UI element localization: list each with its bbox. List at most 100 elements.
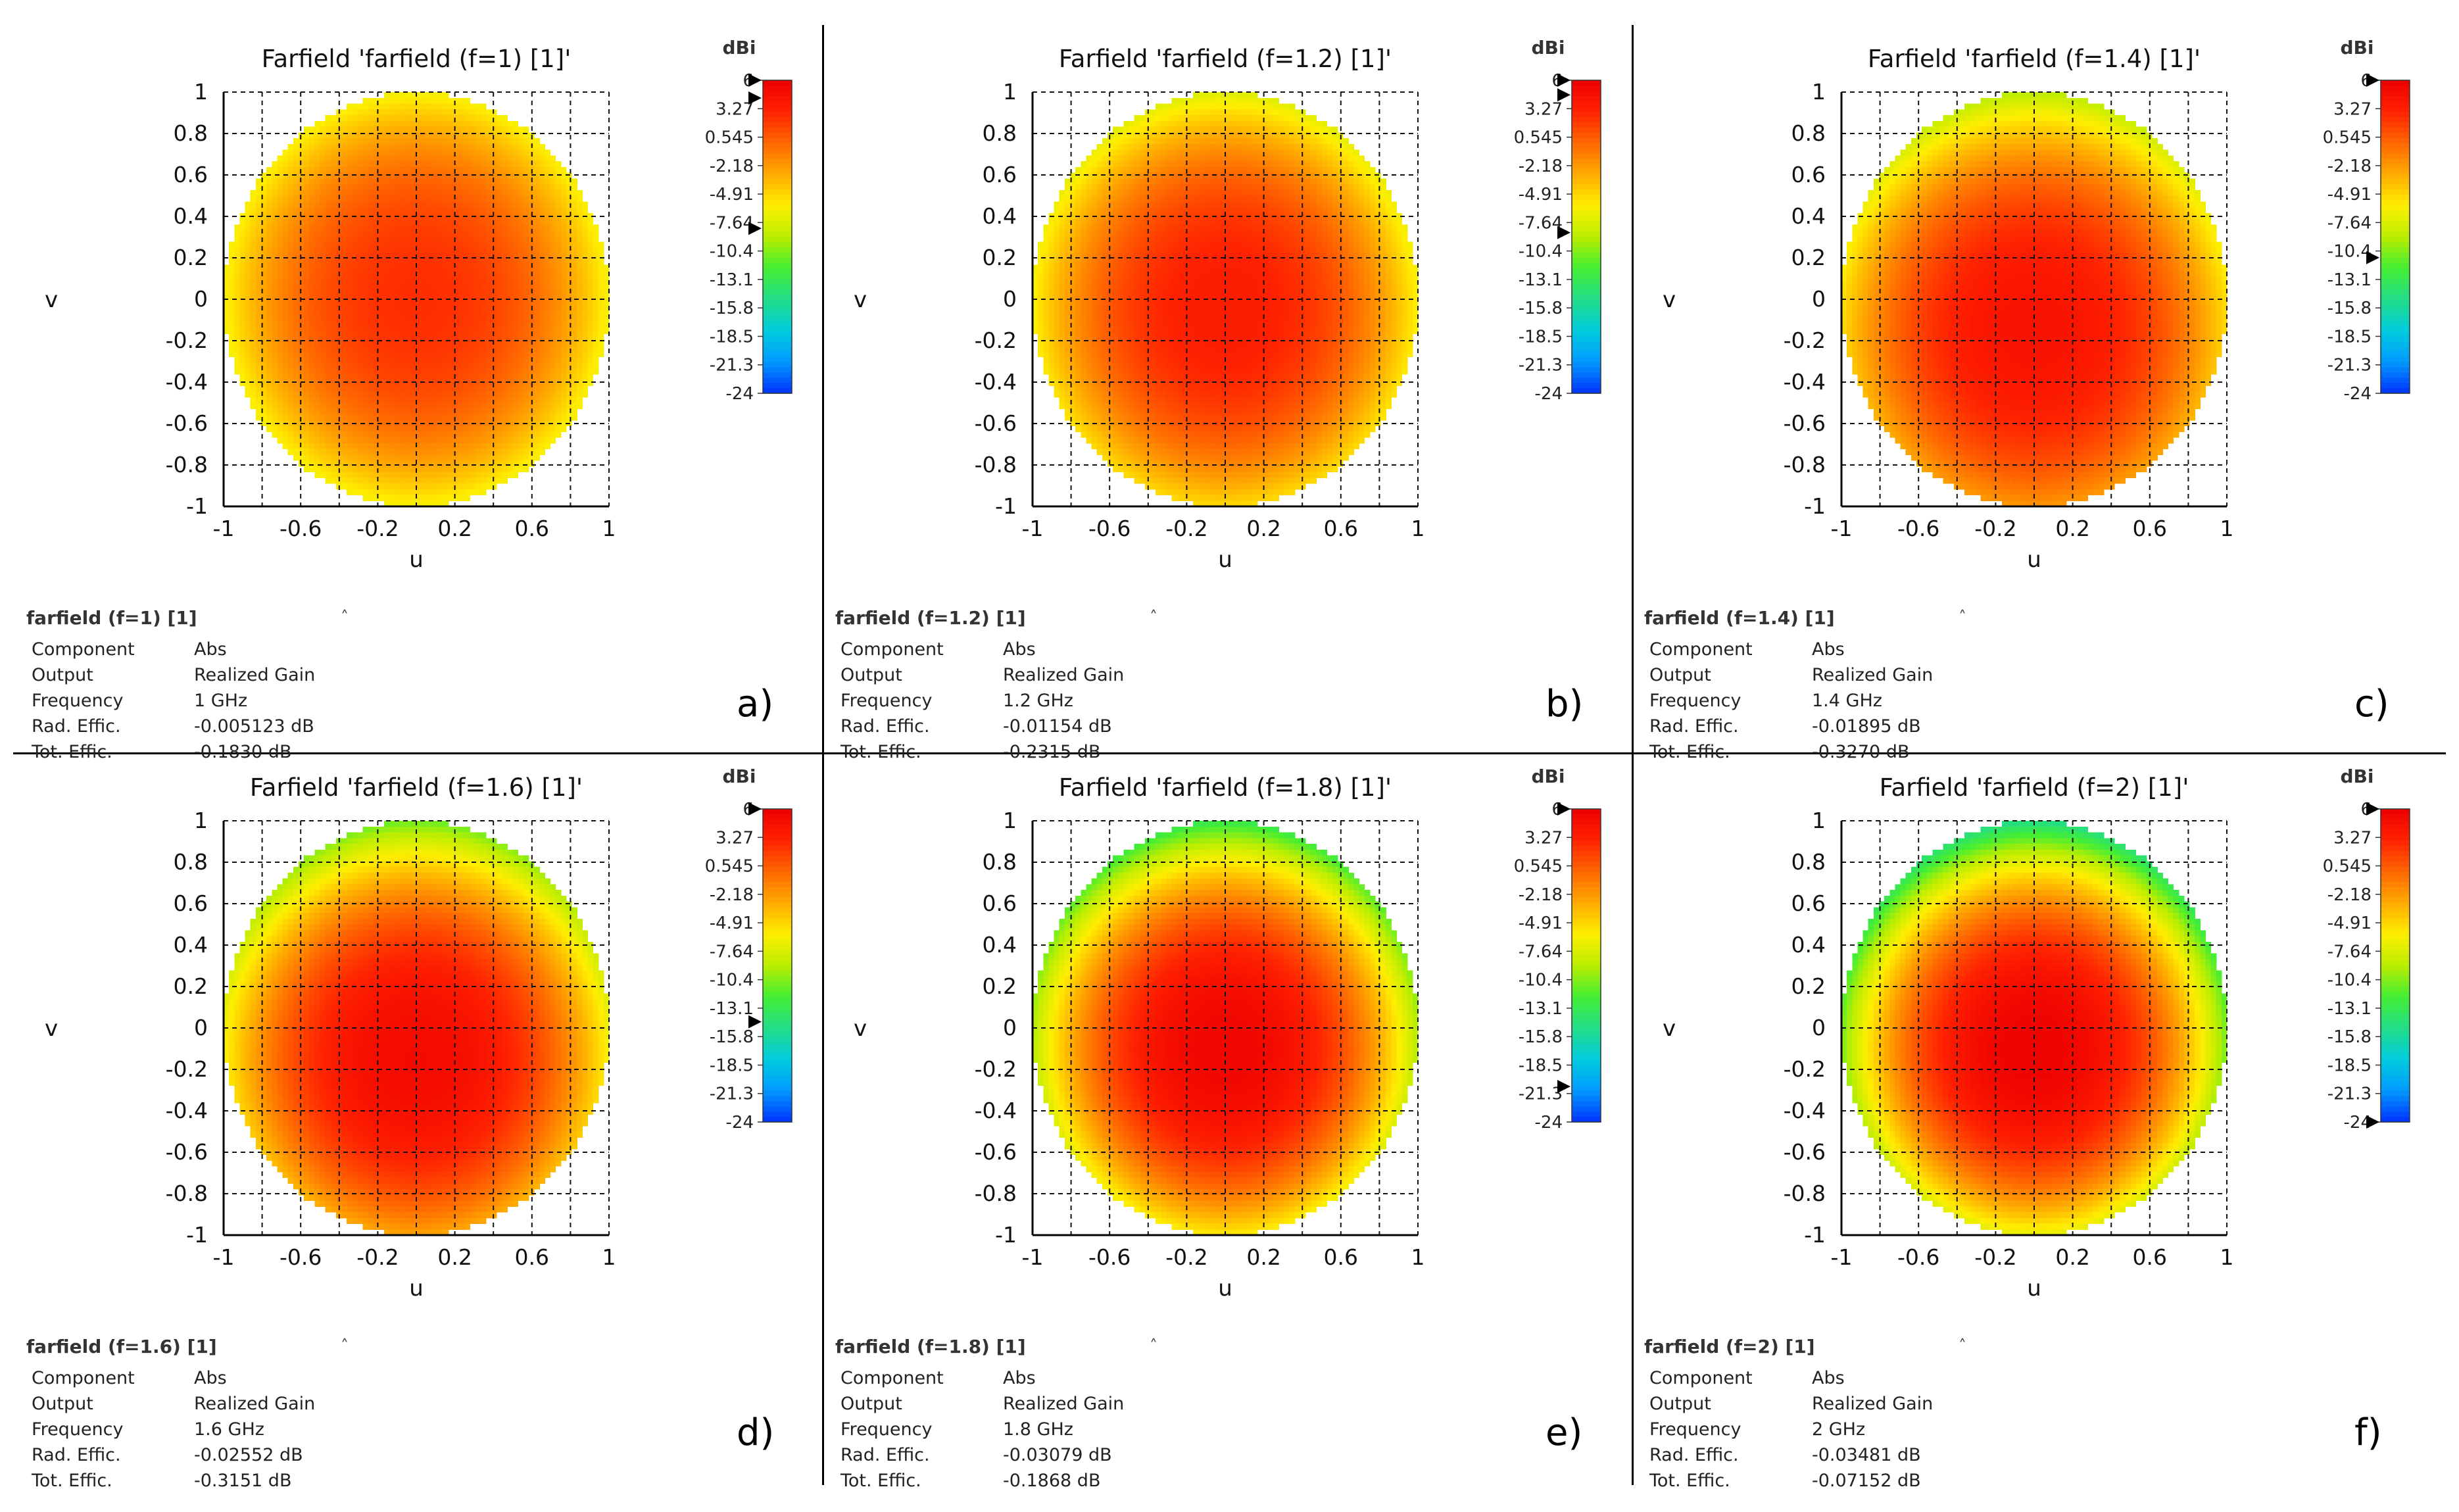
- pattern-cell: [485, 426, 492, 432]
- pattern-cell: [1118, 184, 1124, 191]
- pattern-cell: [341, 109, 347, 116]
- pattern-cell: [416, 103, 422, 110]
- pattern-cell: [1096, 161, 1103, 168]
- pattern-cell: [475, 253, 481, 260]
- pattern-cell: [443, 356, 449, 363]
- pattern-cell: [379, 178, 385, 185]
- pattern-cell: [379, 264, 385, 271]
- pattern-cell: [539, 178, 545, 185]
- pattern-cell: [485, 339, 492, 346]
- pattern-cell: [245, 207, 251, 214]
- pattern-cell: [475, 466, 481, 473]
- pattern-cell: [304, 397, 310, 404]
- pattern-cell: [1353, 161, 1360, 168]
- pattern-cell: [1300, 155, 1306, 162]
- pattern-cell: [320, 351, 326, 358]
- pattern-cell: [298, 270, 304, 277]
- pattern-cell: [572, 230, 577, 237]
- pattern-cell: [422, 115, 427, 122]
- pattern-cell: [518, 437, 524, 444]
- pattern-cell: [470, 287, 476, 294]
- pattern-cell: [1369, 178, 1376, 185]
- y-tick-label: -0.4: [166, 369, 208, 395]
- pattern-cell: [362, 218, 369, 225]
- pattern-cell: [1246, 184, 1253, 191]
- pattern-cell: [470, 449, 476, 455]
- pattern-cell: [1284, 149, 1290, 156]
- pattern-cell: [427, 426, 433, 432]
- pattern-cell: [502, 374, 508, 381]
- pattern-cell: [330, 391, 337, 398]
- pattern-cell: [545, 281, 551, 289]
- pattern-cell: [550, 201, 556, 208]
- pattern-cell: [362, 258, 369, 266]
- pattern-cell: [1123, 143, 1130, 151]
- pattern-cell: [309, 322, 315, 329]
- pattern-cell: [475, 184, 481, 191]
- pattern-cell: [1150, 189, 1156, 197]
- pattern-cell: [416, 120, 422, 128]
- pattern-cell: [432, 460, 439, 467]
- pattern-cell: [362, 420, 369, 427]
- pattern-cell: [389, 201, 396, 208]
- pattern-cell: [373, 235, 379, 243]
- pattern-cell: [1150, 120, 1156, 128]
- pattern-cell: [480, 264, 487, 271]
- pattern-cell: [491, 345, 497, 352]
- pattern-cell: [512, 362, 519, 369]
- pattern-cell: [405, 120, 412, 128]
- pattern-cell: [459, 426, 465, 432]
- pattern-cell: [464, 103, 470, 110]
- pattern-cell: [298, 322, 304, 329]
- pattern-cell: [352, 443, 358, 450]
- pattern-cell: [304, 241, 310, 248]
- pattern-cell: [347, 230, 353, 237]
- pattern-cell: [389, 149, 396, 156]
- colorbar-strip: [763, 232, 792, 237]
- pattern-cell: [298, 379, 304, 386]
- pattern-cell: [437, 143, 444, 151]
- pattern-cell: [1316, 120, 1323, 128]
- pattern-cell: [335, 454, 342, 461]
- pattern-cell: [282, 351, 289, 358]
- pattern-cell: [1198, 120, 1205, 128]
- pattern-cell: [437, 138, 444, 145]
- pattern-cell: [234, 339, 241, 346]
- pattern-cell: [1241, 92, 1248, 99]
- pattern-cell: [437, 322, 444, 329]
- pattern-cell: [309, 345, 315, 352]
- pattern-cell: [502, 189, 508, 197]
- pattern-cell: [485, 253, 492, 260]
- pattern-cell: [1182, 166, 1188, 174]
- pattern-cell: [373, 132, 379, 139]
- pattern-cell: [598, 270, 604, 277]
- pattern-cell: [416, 449, 422, 455]
- pattern-cell: [1166, 103, 1173, 110]
- pattern-cell: [389, 103, 396, 110]
- pattern-cell: [1230, 172, 1236, 179]
- pattern-cell: [1343, 172, 1349, 179]
- pattern-cell: [577, 281, 583, 289]
- pattern-cell: [1091, 155, 1098, 162]
- pattern-cell: [593, 328, 599, 335]
- pattern-cell: [560, 414, 567, 421]
- pattern-cell: [347, 414, 353, 421]
- pattern-cell: [352, 397, 358, 404]
- pattern-cell: [587, 235, 594, 243]
- pattern-cell: [255, 287, 262, 294]
- collapse-caret-icon[interactable]: ˄: [341, 609, 349, 625]
- pattern-cell: [341, 207, 347, 214]
- info-key: Component: [32, 639, 135, 660]
- pattern-cell: [1219, 178, 1226, 185]
- pattern-cell: [1262, 161, 1269, 168]
- pattern-cell: [229, 241, 235, 248]
- pattern-cell: [384, 495, 390, 501]
- pattern-cell: [1241, 126, 1248, 133]
- pattern-cell: [245, 281, 251, 289]
- pattern-cell: [320, 454, 326, 461]
- pattern-cell: [314, 437, 321, 444]
- pattern-cell: [272, 322, 278, 329]
- pattern-cell: [395, 218, 401, 225]
- pattern-cell: [422, 184, 427, 191]
- pattern-cell: [582, 345, 589, 352]
